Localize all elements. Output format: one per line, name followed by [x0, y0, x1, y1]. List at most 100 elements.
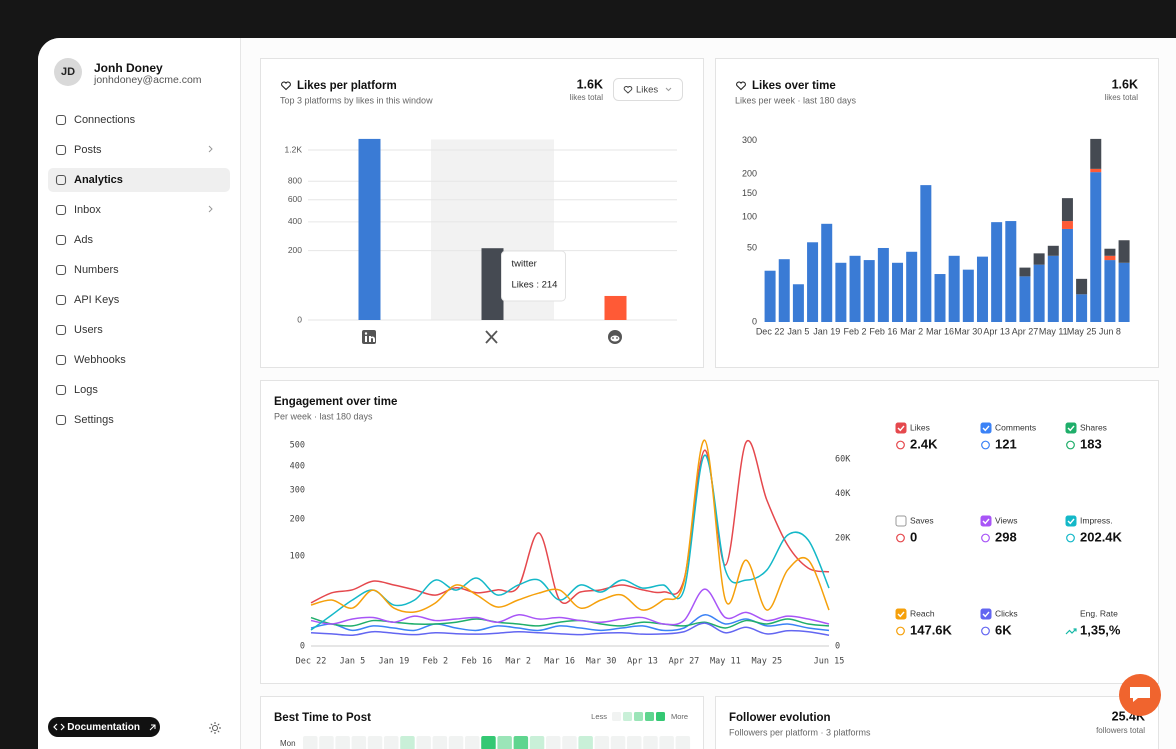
nav-label[interactable]: Logs — [74, 384, 98, 396]
legend-item[interactable]: Impress. 202.4K — [1065, 515, 1123, 544]
heat-cell — [400, 736, 415, 749]
x-tick-label: Mar 30 — [586, 657, 617, 667]
heat-cell — [335, 736, 350, 749]
heart-icon — [623, 85, 633, 94]
bar-segment — [1033, 253, 1045, 265]
nav-label[interactable]: Connections — [74, 114, 136, 126]
nav-label[interactable]: Settings — [74, 414, 114, 426]
legend-total: 183 — [1080, 436, 1102, 451]
documentation-button[interactable]: Documentation — [48, 717, 160, 737]
theme-toggle[interactable] — [208, 721, 222, 735]
legend-item[interactable]: Shares 183 — [1065, 422, 1107, 451]
nav-item[interactable]: Logs — [48, 378, 230, 402]
nav-item[interactable]: Settings — [48, 408, 230, 432]
tooltip — [501, 250, 566, 302]
x-tick-label: Mar 30 — [954, 326, 982, 336]
bar-segment — [962, 269, 974, 322]
bar-segment — [1047, 255, 1059, 322]
legend-cell — [612, 712, 621, 721]
dropdown-label[interactable]: Likes — [636, 85, 658, 96]
nav-label[interactable]: Posts — [74, 144, 102, 156]
x-tick-label: Jun 15 — [814, 657, 845, 667]
legend-item[interactable]: Views 298 — [980, 515, 1018, 544]
nav-item[interactable]: Numbers — [48, 258, 230, 282]
check — [982, 611, 990, 618]
bar-segment — [1019, 276, 1031, 322]
legend-item[interactable]: Comments 121 — [980, 422, 1036, 451]
checkbox — [980, 515, 992, 527]
heat-cell — [578, 736, 593, 749]
legend-icon — [981, 533, 990, 543]
nav-item[interactable]: Inbox — [48, 198, 230, 222]
user-name: Jonh Doney — [94, 61, 163, 75]
legend-cell — [645, 712, 654, 721]
nav-item[interactable]: Users — [48, 318, 230, 342]
avatar: JD — [54, 58, 82, 86]
heat-cell — [448, 736, 464, 749]
chevron — [665, 87, 672, 92]
legend-item[interactable]: Clicks 6K — [980, 608, 1018, 637]
documentation-label[interactable]: Documentation — [67, 721, 141, 733]
checkbox — [980, 422, 992, 434]
bar-segment — [920, 185, 932, 322]
legend-item[interactable]: Reach 147.6K — [895, 608, 953, 637]
nav-icon — [55, 234, 67, 246]
heat-cell — [675, 736, 691, 749]
heat-cell — [351, 736, 367, 749]
x-tick-label: Dec 22 — [296, 657, 327, 667]
nav-label[interactable]: API Keys — [74, 294, 120, 306]
nav-item[interactable]: API Keys — [48, 288, 230, 312]
heat-cell — [513, 736, 529, 749]
y-tick-label: 600 — [288, 194, 302, 204]
legend-cell — [656, 712, 665, 721]
legend-total: 121 — [995, 436, 1017, 451]
nav-label[interactable]: Inbox — [74, 204, 101, 216]
chat-button[interactable] — [1119, 674, 1161, 716]
bar-segment — [991, 222, 1003, 322]
checkbox — [1065, 422, 1077, 434]
y-tick-label: 100 — [290, 552, 305, 562]
nav-label[interactable]: Users — [74, 324, 103, 336]
nav-item[interactable]: Webhooks — [48, 348, 230, 372]
bar-segment — [877, 247, 889, 322]
heat-cell — [627, 736, 642, 749]
legend-more: More — [671, 712, 688, 721]
legend-icon — [981, 626, 990, 636]
bar-segment — [948, 255, 960, 322]
nav-label[interactable]: Webhooks — [74, 354, 126, 366]
y-tick-label: 100 — [742, 212, 757, 222]
checkbox — [1065, 515, 1077, 527]
bar-segment — [1019, 267, 1031, 277]
bar-segment — [764, 270, 776, 322]
nav-label[interactable]: Analytics — [74, 174, 123, 186]
bar-segment — [1118, 262, 1130, 322]
heat-cell — [643, 736, 658, 749]
nav-item[interactable]: Posts — [48, 138, 230, 162]
check — [897, 611, 905, 618]
nav-label[interactable]: Numbers — [74, 264, 119, 276]
sidebar: JD Jonh Doney jonhdoney@acme.com Connection… — [38, 38, 241, 749]
heart-icon — [281, 81, 291, 91]
card-title: Follower evolution — [729, 712, 831, 724]
card-subtitle: Likes per week · last 180 days — [735, 95, 857, 105]
bar-segment — [821, 223, 833, 322]
card-subtitle: Top 3 platforms by likes in this window — [280, 95, 433, 105]
bar-segment — [1047, 245, 1059, 256]
nav-label[interactable]: Ads — [74, 234, 93, 246]
nav-item[interactable]: Analytics — [48, 168, 230, 192]
nav-item[interactable]: Ads — [48, 228, 230, 252]
legend-icon — [1066, 440, 1075, 450]
y-tick-label: 50 — [747, 242, 757, 252]
dropdown[interactable] — [613, 78, 683, 101]
checkbox — [895, 608, 907, 620]
card-title: Best Time to Post — [274, 712, 371, 724]
total-label: followers total — [1096, 726, 1145, 735]
check — [1067, 518, 1075, 525]
legend-label: Likes — [910, 422, 930, 432]
check — [982, 425, 990, 432]
nav-item[interactable]: Connections — [48, 108, 230, 132]
legend-item[interactable]: Likes 2.4K — [895, 422, 938, 451]
y2-tick-label: 40K — [835, 489, 851, 499]
legend-item[interactable]: Saves 0 — [895, 515, 934, 544]
heat-cell — [594, 736, 610, 749]
